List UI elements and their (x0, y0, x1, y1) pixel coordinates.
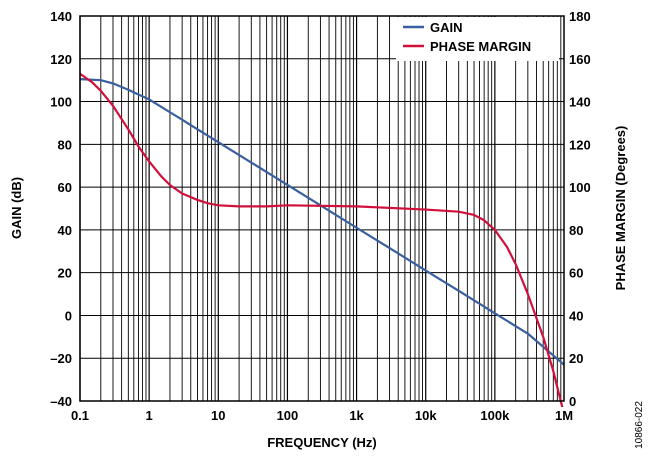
y-left-axis-title: GAIN (dB) (9, 177, 24, 239)
y-left-tick-label: –40 (50, 394, 72, 409)
y-left-tick-label: 40 (58, 223, 72, 238)
x-tick-label: 1 (146, 408, 153, 423)
grid (79, 15, 564, 402)
y-right-tick-label: 80 (569, 223, 583, 238)
y-right-tick-label: 120 (569, 137, 591, 152)
y-left-tick-label: 140 (50, 9, 72, 24)
y-right-tick-label: 20 (569, 351, 583, 366)
y-right-tick-label: 60 (569, 266, 583, 281)
y-right-tick-label: 0 (569, 394, 576, 409)
x-tick-label: 100k (480, 408, 510, 423)
series-layer (80, 72, 564, 407)
y-left-tick-label: 100 (50, 95, 72, 110)
y-right-tick-label: 140 (569, 95, 591, 110)
y-left-tick-label: 80 (58, 137, 72, 152)
y-right-tick-label: 100 (569, 180, 591, 195)
x-tick-label: 10k (415, 408, 437, 423)
legend-box (396, 17, 559, 61)
figure-id: 10866-022 (634, 401, 645, 449)
series-line-gain (80, 77, 564, 366)
legend-label-phase-margin: PHASE MARGIN (430, 39, 531, 54)
x-tick-label: 100 (277, 408, 299, 423)
y-left-tick-label: 60 (58, 180, 72, 195)
y-left-tick-label: 120 (50, 52, 72, 67)
plot-border (79, 15, 565, 402)
legend-label-gain: GAIN (430, 20, 463, 35)
series-line-phase-margin (80, 72, 564, 407)
x-axis-title: FREQUENCY (Hz) (267, 435, 377, 450)
y-right-tick-label: 180 (569, 9, 591, 24)
legend: GAIN PHASE MARGIN (396, 17, 559, 61)
y-left-tick-labels: 140 120 100 80 60 40 20 0 –20 –40 (50, 9, 72, 409)
x-tick-labels: 0.1 1 10 100 1k 10k 100k 1M (71, 408, 573, 423)
y-left-tick-label: –20 (50, 351, 72, 366)
y-left-tick-label: 0 (65, 308, 72, 323)
y-right-axis-title: PHASE MARGIN (Degrees) (613, 126, 628, 291)
x-tick-label: 10 (211, 408, 225, 423)
x-tick-label: 0.1 (71, 408, 89, 423)
y-right-tick-label: 160 (569, 52, 591, 67)
x-tick-label: 1k (349, 408, 364, 423)
y-left-tick-label: 20 (58, 266, 72, 281)
y-right-tick-labels: 180 160 140 120 100 80 60 40 20 0 (569, 9, 591, 409)
x-tick-label: 1M (555, 408, 573, 423)
y-right-tick-label: 40 (569, 308, 583, 323)
